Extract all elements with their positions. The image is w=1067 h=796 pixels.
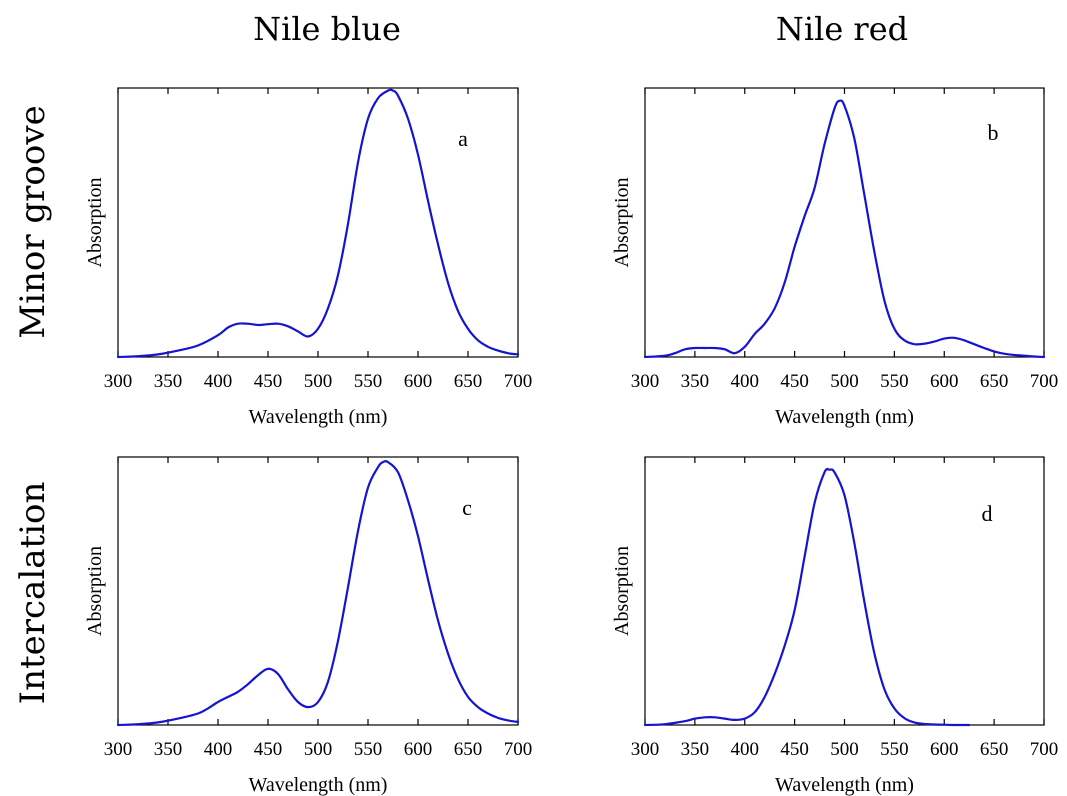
x-tick-label: 350 [681,739,710,760]
x-tick-label: 450 [780,739,809,760]
panel-label-a: a [458,126,468,151]
x-axis-label: Wavelength (nm) [775,406,914,428]
x-tick-label: 400 [731,371,760,392]
x-tick-label: 500 [304,739,333,760]
chart-panel-a: 300 350 400 450 500 550 600 650 700 Wavelength (n… [84,87,533,428]
x-tick-label: 500 [304,371,333,392]
x-tick-label: 600 [930,739,959,760]
x-tick-label: 700 [1030,739,1059,760]
panel-label-c: c [462,495,472,520]
x-tick-label: 300 [104,371,133,392]
column-title-nile-red: Nile red [776,10,908,48]
x-tick-label: 500 [830,739,859,760]
x-axis-label: Wavelength (nm) [775,774,914,796]
x-tick-label: 450 [254,739,283,760]
x-tick-label: 400 [731,739,760,760]
x-tick-label: 650 [980,739,1009,760]
row-title-intercalation: Intercalation [13,482,53,705]
x-tick-label: 300 [631,739,660,760]
x-tick-label: 350 [681,371,710,392]
plot-frame [644,87,1045,358]
x-tick-label: 550 [880,371,909,392]
y-axis-label: Absorption [611,546,633,636]
x-tick-label: 400 [204,371,233,392]
x-tick-label: 300 [631,371,660,392]
x-tick-label: 450 [254,371,283,392]
column-title-nile-blue: Nile blue [253,10,401,48]
x-tick-label: 700 [1030,371,1059,392]
x-tick-label: 650 [454,739,483,760]
absorption-curve-c [116,460,520,727]
x-tick-label: 350 [154,739,183,760]
x-tick-label: 650 [980,371,1009,392]
x-tick-label: 600 [404,739,433,760]
x-tick-label: 700 [504,371,533,392]
x-axis-label: Wavelength (nm) [249,406,388,428]
x-tick-label: 550 [354,371,383,392]
chart-panel-b: 300 350 400 450 500 550 600 650 700 Wavelength (n… [611,87,1059,428]
panels: 300 350 400 450 500 550 600 650 700 Wavelength (n… [84,87,1059,796]
y-axis-label: Absorption [84,546,106,636]
x-tick-label: 600 [930,371,959,392]
x-tick-label: 300 [104,739,133,760]
x-tick-label: 550 [880,739,909,760]
chart-panel-d: 300 350 400 450 500 550 600 650 700 Wavelength (n… [611,456,1059,796]
absorption-curve-d [643,467,971,727]
x-tick-label: 500 [830,371,859,392]
row-title-minor-groove: Minor groove [13,105,53,338]
x-axis-label: Wavelength (nm) [249,774,388,796]
absorption-curve-b [643,99,1046,359]
x-tick-label: 600 [404,371,433,392]
panel-label-d: d [982,501,993,526]
absorption-curve-a [116,88,520,359]
x-tick-label: 700 [504,739,533,760]
chart-panel-c: 300 350 400 450 500 550 600 650 700 Wavelength (n… [84,456,533,796]
plot-frame [117,456,519,726]
panel-label-b: b [988,120,999,145]
y-axis-label: Absorption [611,178,633,268]
x-tick-label: 650 [454,371,483,392]
x-tick-label: 400 [204,739,233,760]
x-tick-label: 550 [354,739,383,760]
x-tick-label: 450 [780,371,809,392]
y-axis-label: Absorption [84,178,106,268]
x-tick-label: 350 [154,371,183,392]
